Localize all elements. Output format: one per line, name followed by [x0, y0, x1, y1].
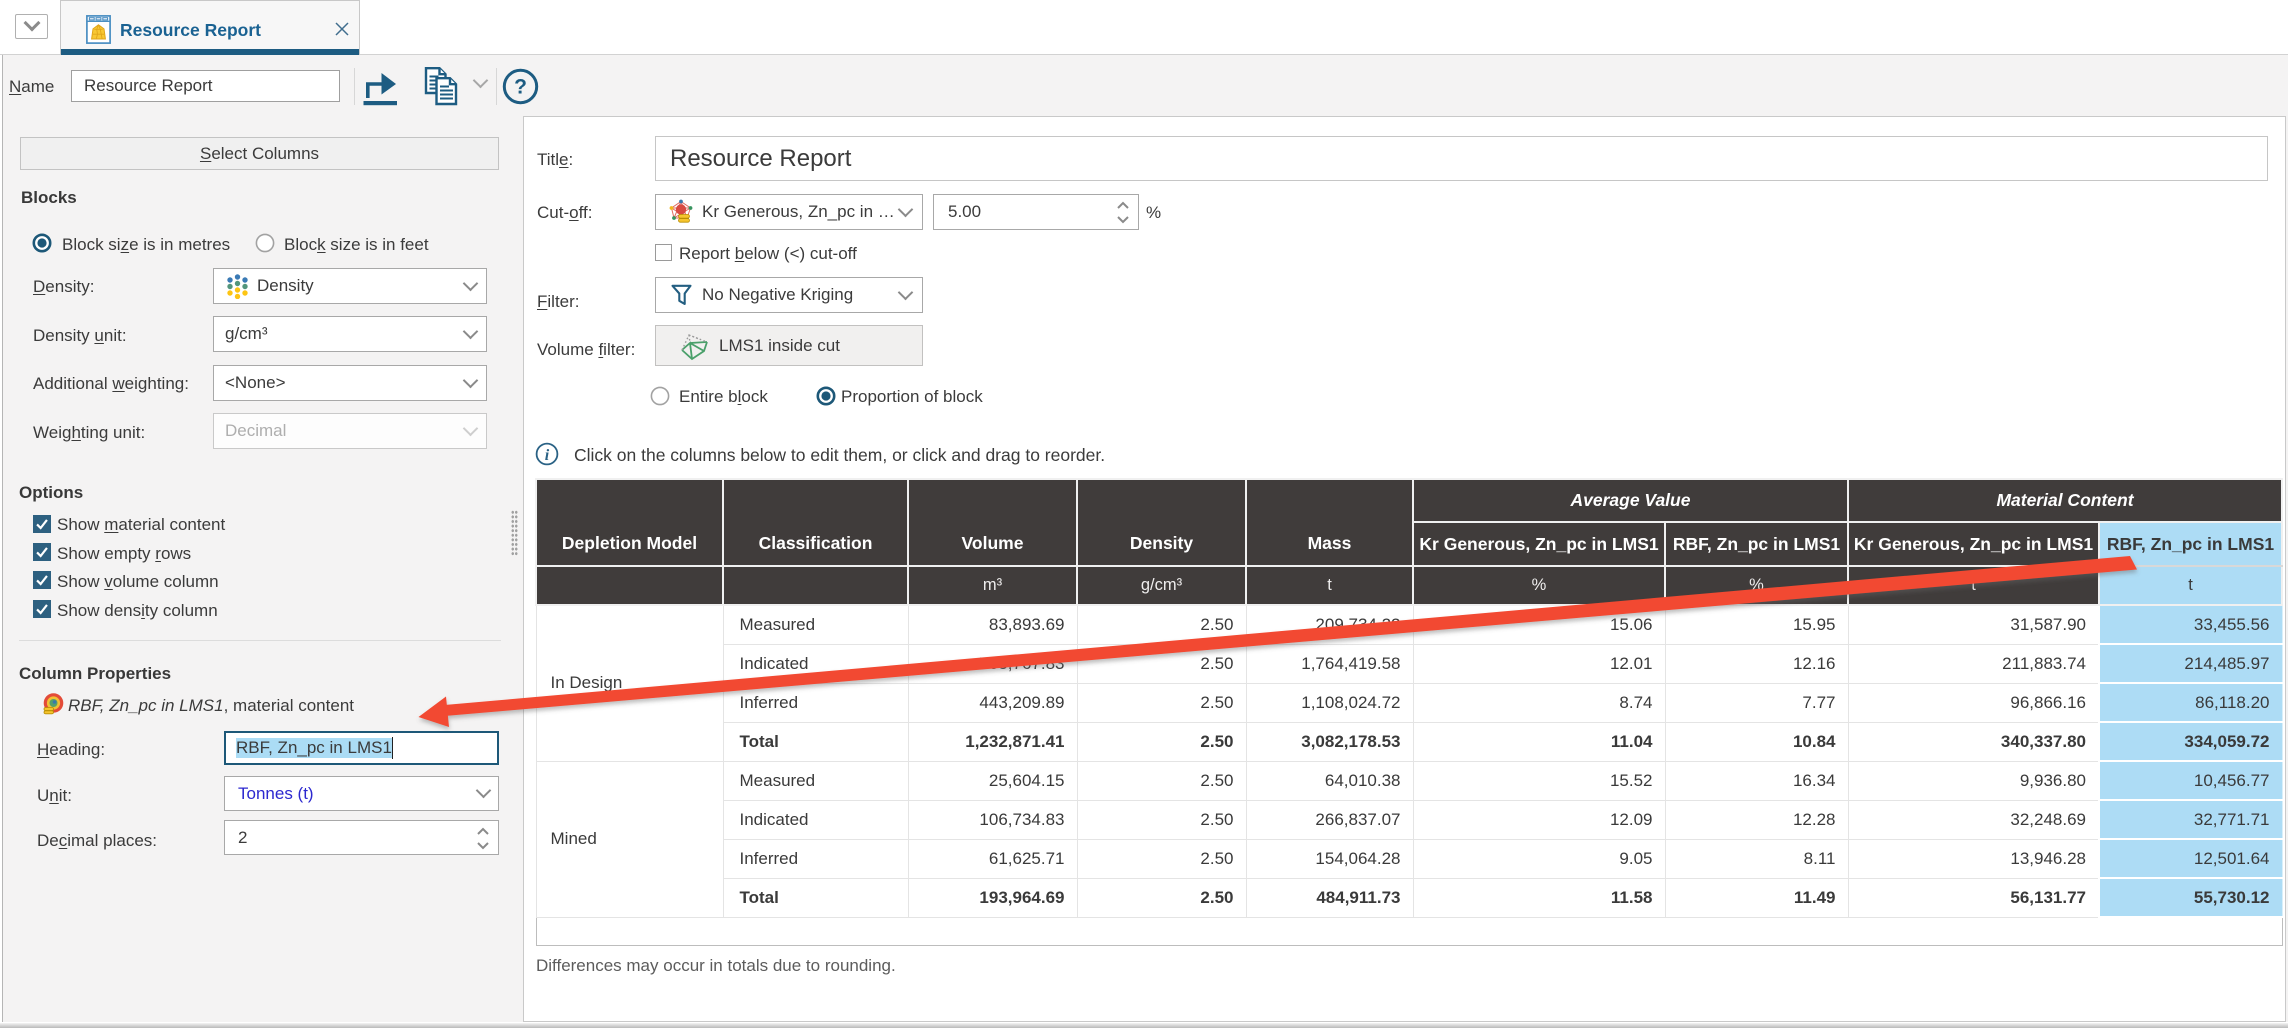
svg-text:i: i	[545, 447, 550, 464]
svg-text:?: ?	[514, 76, 527, 99]
